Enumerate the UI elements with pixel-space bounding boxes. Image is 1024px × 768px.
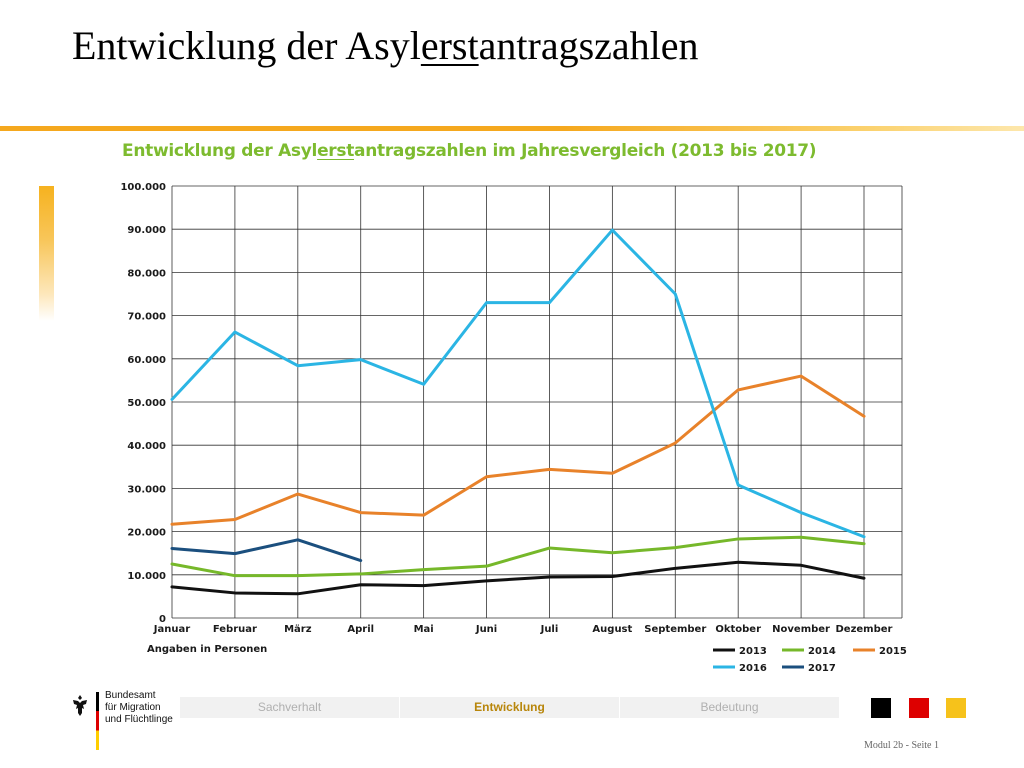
series-line-2015 <box>170 374 866 526</box>
x-tick-label: Mai <box>414 624 434 635</box>
logo-line-2: für Migration <box>105 702 161 713</box>
legend-label-2015: 2015 <box>879 646 907 657</box>
x-tick-label: Oktober <box>715 624 761 635</box>
nav-tab-bedeutung[interactable]: Bedeutung <box>620 697 840 718</box>
logo-text: Bundesamt für Migration und Flüchtlinge <box>105 690 173 726</box>
x-tick-label: April <box>347 624 374 635</box>
slide-title: Entwicklung der Asylerstantragszahlen <box>72 23 699 68</box>
y-tick-label: 100.000 <box>120 182 166 193</box>
series-line-2013 <box>170 560 866 596</box>
x-tick-label: Dezember <box>836 624 893 635</box>
chart-heading: Entwicklung der Asylerstantragszahlen im… <box>122 141 817 161</box>
chart-grid <box>171 185 903 619</box>
legend-label-2013: 2013 <box>739 646 767 657</box>
y-tick-label: 10.000 <box>127 571 166 582</box>
flag-stripe <box>96 692 99 750</box>
y-tick-label: 40.000 <box>127 441 166 452</box>
nav-tab-entwicklung[interactable]: Entwicklung <box>400 697 620 718</box>
logo-line-3: und Flüchtlinge <box>105 714 173 725</box>
chart-series <box>170 228 866 596</box>
page-number: Modul 2b - Seite 1 <box>864 740 939 751</box>
y-tick-label: 80.000 <box>127 268 166 279</box>
legend-label-2014: 2014 <box>808 646 836 657</box>
y-tick-label: 50.000 <box>127 398 166 409</box>
bamf-logo: Bundesamt für Migration und Flüchtlinge <box>66 690 186 750</box>
section-nav: Sachverhalt Entwicklung Bedeutung <box>180 697 840 718</box>
series-line-2016 <box>170 228 866 539</box>
flag-square-red <box>909 698 929 718</box>
series-line-2017 <box>170 538 363 563</box>
y-tick-label: 30.000 <box>127 484 166 495</box>
legend-label-2016: 2016 <box>739 663 767 674</box>
y-tick-label: 0 <box>159 614 166 625</box>
x-axis-ticks: Januar Februar März April Mai Juni Juli August S… <box>153 624 893 635</box>
x-tick-label: November <box>772 624 830 635</box>
chart-legend: 2013 2014 2015 2016 2017 <box>713 646 907 674</box>
title-divider <box>0 126 1024 131</box>
y-tick-label: 70.000 <box>127 312 166 323</box>
x-tick-label: Januar <box>153 624 190 635</box>
x-tick-label: Juni <box>475 624 497 635</box>
y-tick-label: 20.000 <box>127 528 166 539</box>
logo-line-1: Bundesamt <box>105 690 156 701</box>
side-accent-bar <box>39 186 54 321</box>
x-tick-label: März <box>284 624 312 635</box>
x-tick-label: September <box>644 624 706 635</box>
y-axis-ticks: 0 10.000 20.000 30.000 40.000 50.000 60.000 70.… <box>120 182 166 625</box>
units-note: Angaben in Personen <box>147 644 267 655</box>
eagle-icon <box>73 695 87 716</box>
y-tick-label: 60.000 <box>127 355 166 366</box>
legend-label-2017: 2017 <box>808 663 836 674</box>
x-tick-label: August <box>592 624 632 635</box>
nav-tab-sachverhalt[interactable]: Sachverhalt <box>180 697 400 718</box>
x-tick-label: Februar <box>213 624 257 635</box>
series-line-2014 <box>170 535 866 578</box>
flag-square-black <box>871 698 891 718</box>
flag-square-gold <box>946 698 966 718</box>
x-tick-label: Juli <box>540 624 559 635</box>
y-tick-label: 90.000 <box>127 225 166 236</box>
